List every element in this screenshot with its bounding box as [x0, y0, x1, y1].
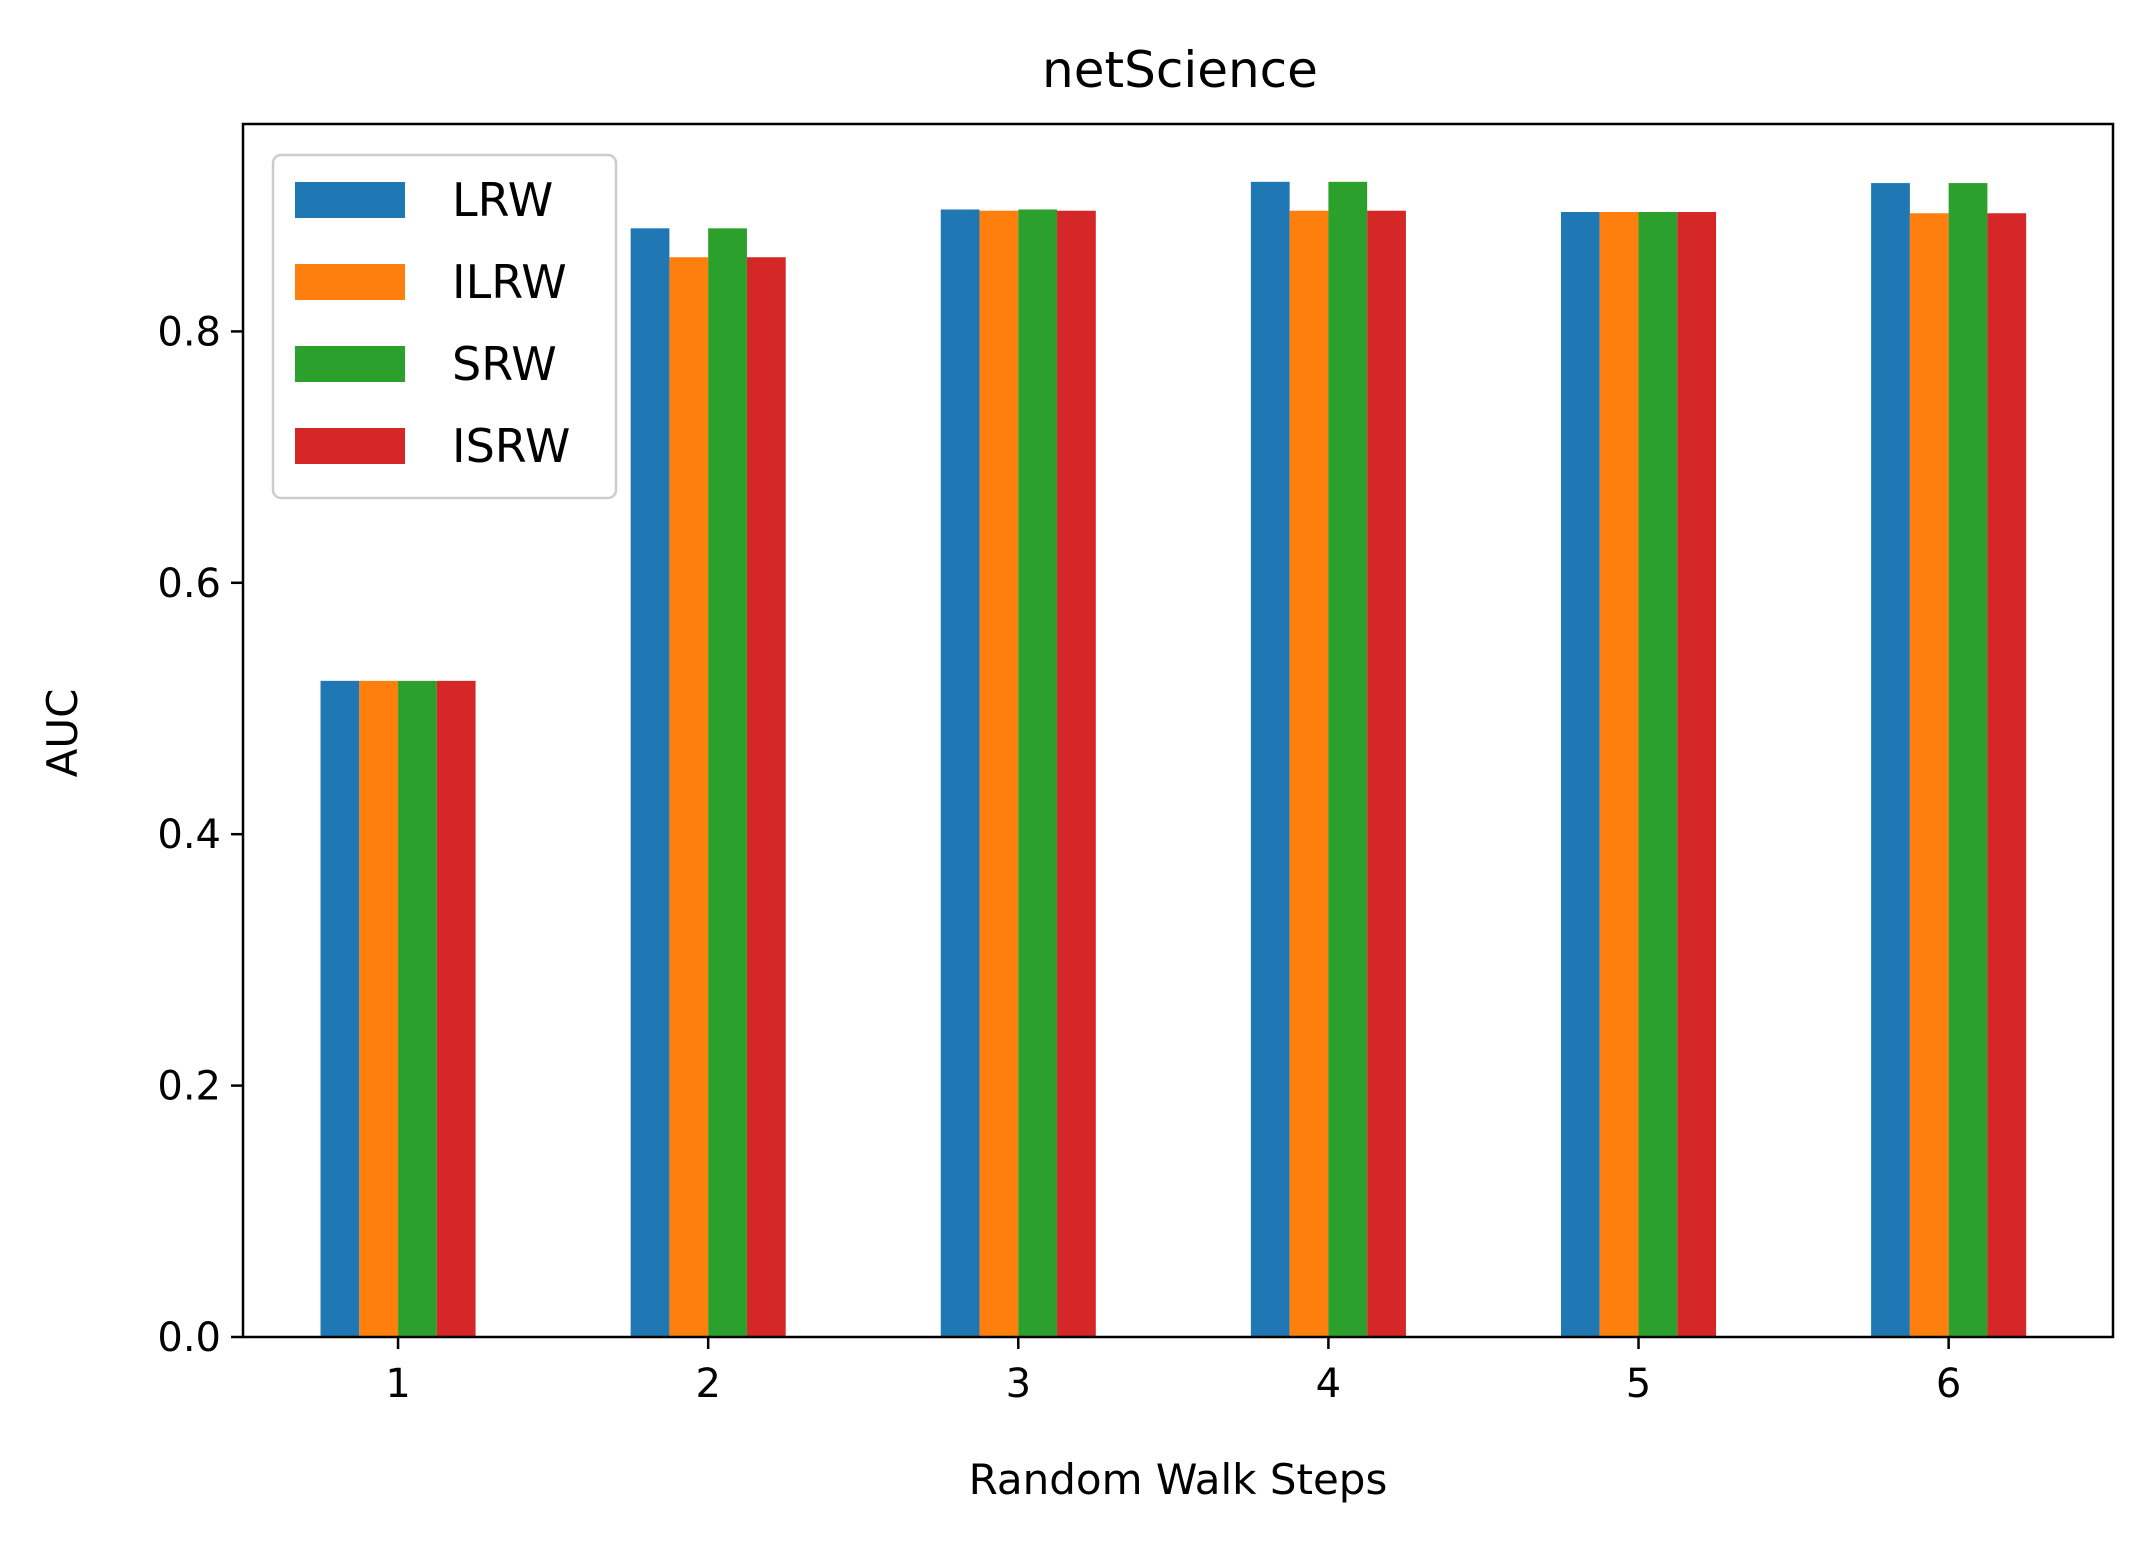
x-axis-label: Random Walk Steps [969, 1455, 1388, 1504]
ticks-layer: 1 2 3 4 5 6 0.0 0.2 0.4 0.6 0.8 [157, 309, 1961, 1407]
y-tick-label: 0.2 [157, 1064, 221, 1110]
bar-isrw-step-2 [746, 257, 786, 1337]
x-tick-label: 3 [1006, 1361, 1031, 1407]
bar-srw-step-1 [398, 680, 437, 1337]
x-tick-label: 1 [385, 1361, 410, 1407]
x-tick-label: 4 [1316, 1361, 1341, 1407]
legend-label-lrw: LRW [452, 173, 553, 227]
y-tick-label: 0.0 [157, 1315, 221, 1361]
bar-lrw-step-2 [630, 228, 670, 1338]
bar-lrw-step-3 [940, 209, 980, 1338]
x-tick-label: 6 [1936, 1361, 1961, 1407]
legend-swatch-isrw [295, 428, 405, 464]
bar-srw-step-2 [708, 228, 747, 1338]
bar-ilrw-step-3 [979, 210, 1019, 1338]
x-tick-label: 2 [695, 1361, 720, 1407]
chart-title: netScience [1042, 41, 1318, 99]
y-axis-label: AUC [38, 689, 87, 778]
bar-isrw-step-6 [1987, 213, 2027, 1337]
bar-lrw-step-5 [1560, 211, 1600, 1338]
legend-box [271, 153, 618, 500]
legend-swatch-lrw [295, 182, 405, 218]
legend-label-srw: SRW [452, 337, 557, 391]
legend: LRW ILRW SRW ISRW [271, 153, 618, 500]
x-tick-label: 5 [1626, 1361, 1651, 1407]
bar-lrw-step-6 [1871, 183, 1910, 1338]
bar-ilrw-step-1 [359, 680, 399, 1337]
bar-isrw-step-4 [1367, 210, 1406, 1338]
legend-label-isrw: ISRW [452, 419, 570, 473]
bar-srw-step-3 [1018, 209, 1058, 1338]
bar-lrw-step-1 [320, 680, 360, 1337]
bar-isrw-step-1 [436, 680, 476, 1337]
plot-frame [241, 122, 2115, 1339]
bars-layer [320, 181, 2027, 1338]
bar-isrw-step-3 [1057, 210, 1096, 1338]
bar-srw-step-6 [1948, 183, 1988, 1338]
bar-isrw-step-5 [1677, 211, 1717, 1338]
legend-items: LRW ILRW SRW ISRW [295, 173, 570, 473]
bar-ilrw-step-6 [1909, 213, 1949, 1337]
legend-swatch-ilrw [295, 264, 405, 300]
bar-srw-step-4 [1328, 181, 1368, 1337]
bar-ilrw-step-2 [669, 257, 709, 1337]
legend-swatch-srw [295, 346, 405, 382]
bar-srw-step-5 [1638, 211, 1678, 1338]
bar-ilrw-step-5 [1599, 211, 1639, 1338]
y-tick-label: 0.6 [157, 561, 221, 607]
legend-label-ilrw: ILRW [452, 255, 567, 309]
bar-ilrw-step-4 [1289, 210, 1329, 1338]
bar-lrw-step-4 [1250, 181, 1290, 1337]
y-tick-label: 0.4 [157, 812, 221, 858]
y-tick-label: 0.8 [157, 309, 221, 355]
